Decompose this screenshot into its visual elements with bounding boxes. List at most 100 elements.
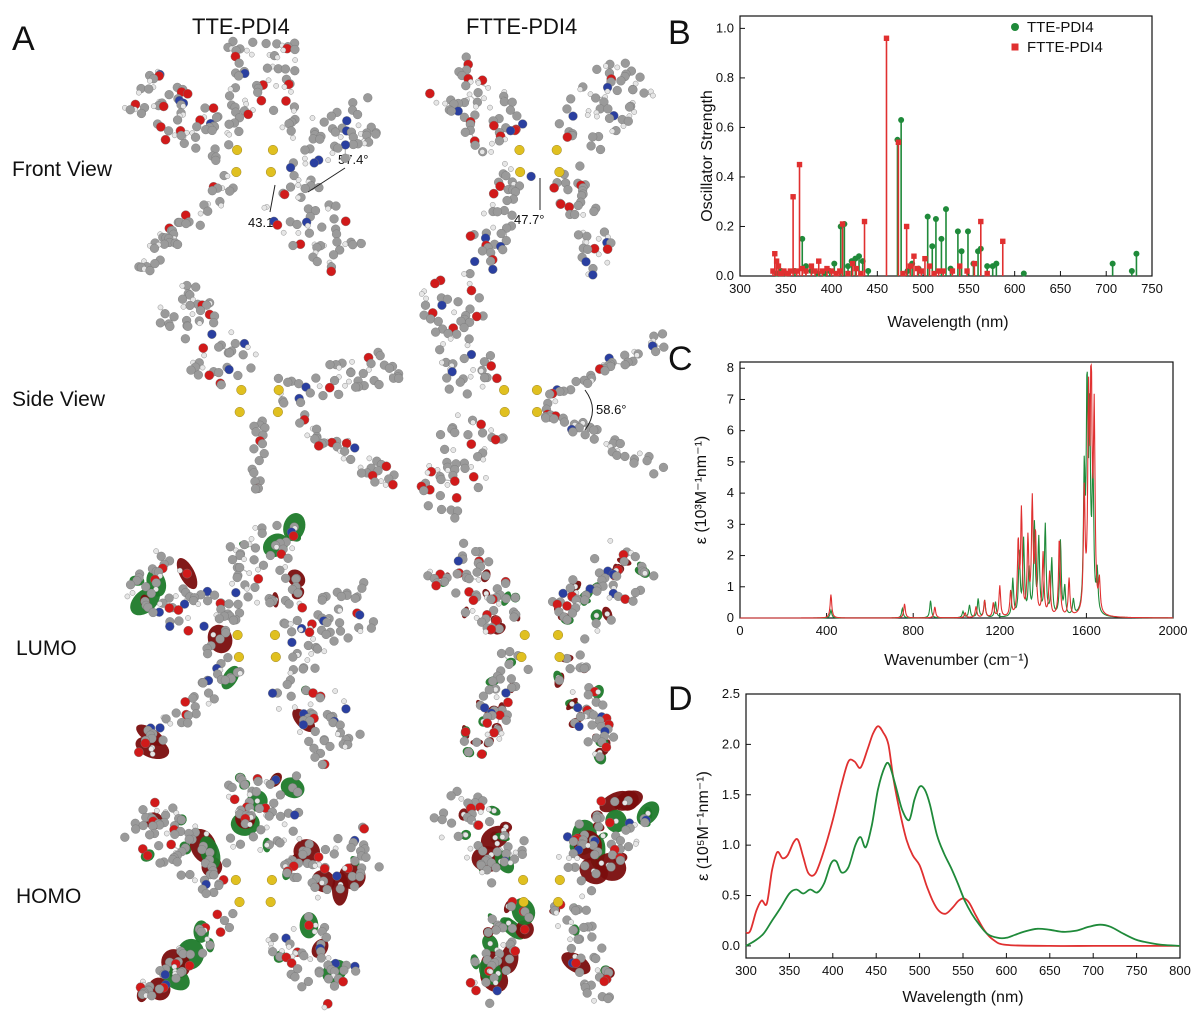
- chart-d-ytick-label: 2.5: [722, 686, 740, 701]
- chart-c-xtick-label: 2000: [1159, 623, 1188, 638]
- chart-b-point: [938, 236, 944, 242]
- chart-c-series-line: [740, 372, 1173, 618]
- chart-b-xtick-label: 750: [1141, 281, 1163, 296]
- chart-b-point: [978, 219, 983, 224]
- chart-b-point: [959, 248, 965, 254]
- chart-c-ytick-label: 7: [727, 391, 734, 406]
- chart-b-point: [790, 194, 795, 199]
- chart-c-ylabel: ε (10³M⁻¹nm⁻¹): [693, 436, 710, 544]
- chart-c-ytick-label: 5: [727, 454, 734, 469]
- chart-d-ytick-label: 0.0: [722, 938, 740, 953]
- chart-b-legend-marker: [1011, 23, 1019, 31]
- molecule-tte-lumo: [125, 510, 378, 769]
- chart-c-xtick-label: 1200: [985, 623, 1014, 638]
- chart-b-point: [898, 117, 904, 123]
- chart-d-xtick-label: 500: [909, 963, 931, 978]
- chart-b-xlabel: Wavelength (nm): [887, 314, 1008, 331]
- chart-b-point: [984, 263, 990, 269]
- chart-b-point: [794, 268, 799, 273]
- chart-d-xlabel: Wavelength (nm): [902, 989, 1023, 1006]
- panel-b-letter: B: [668, 14, 691, 53]
- chart-b-point: [812, 268, 817, 273]
- chart-c-xtick-label: 0: [736, 623, 743, 638]
- molecule-tte-side-view: [156, 281, 403, 493]
- chart-b-legend-label: TTE-PDI4: [1027, 19, 1094, 36]
- chart-b-point: [865, 268, 871, 274]
- chart-c-xtick-label: 1600: [1072, 623, 1101, 638]
- chart-b-ytick-label: 0.4: [716, 169, 734, 184]
- chart-b-ytick-label: 1.0: [716, 20, 734, 35]
- chart-c-ytick-label: 0: [727, 610, 734, 625]
- molecular-structures: [0, 0, 735, 1011]
- chart-b-point: [809, 263, 814, 268]
- chart-b-point: [1021, 271, 1027, 277]
- chart-b-point: [900, 271, 905, 276]
- chart-b-point: [831, 261, 837, 267]
- chart-b-point: [943, 206, 949, 212]
- chart-b-point: [965, 228, 971, 234]
- molecule-ftte-side-view: [417, 269, 668, 522]
- chart-b-point: [1110, 261, 1116, 267]
- molecule-ftte-lumo: [423, 538, 658, 766]
- chart-b-point: [919, 268, 924, 273]
- chart-c-series-line: [740, 365, 1173, 618]
- chart-b-ytick-label: 0.8: [716, 70, 734, 85]
- chart-d-ytick-label: 1.0: [722, 837, 740, 852]
- chart-b-point: [985, 271, 990, 276]
- chart-c-xtick-label: 400: [816, 623, 838, 638]
- molecule-ftte-front-view: [425, 53, 655, 280]
- chart-c-ytick-label: 2: [727, 548, 734, 563]
- chart-c-ytick-label: 4: [727, 485, 734, 500]
- chart-b-xtick-label: 450: [866, 281, 888, 296]
- chart-b-point: [896, 140, 901, 145]
- chart-d-series-line: [746, 726, 1180, 946]
- molecule-tte-homo: [120, 770, 383, 1010]
- chart-c-ytick-label: 3: [727, 516, 734, 531]
- chart-b-point: [850, 261, 855, 266]
- chart-d-xtick-label: 650: [1039, 963, 1061, 978]
- chart-b-point: [862, 219, 867, 224]
- chart-b-ytick-label: 0.0: [716, 268, 734, 283]
- chart-b-point: [845, 271, 850, 276]
- chart-b-point: [922, 256, 927, 261]
- chart-b-xtick-label: 550: [958, 281, 980, 296]
- chart-b-point: [797, 162, 802, 167]
- chart-b-point: [816, 258, 821, 263]
- chart-b-point: [803, 268, 808, 273]
- chart-b-point: [840, 221, 845, 226]
- chart-c-ytick-label: 6: [727, 423, 734, 438]
- chart-d-xtick-label: 750: [1126, 963, 1148, 978]
- molecule-tte-front-view: [122, 37, 380, 276]
- chart-b-xtick-label: 300: [729, 281, 751, 296]
- chart-d-xtick-label: 300: [735, 963, 757, 978]
- chart-b-point: [776, 263, 781, 268]
- chart-d-ytick-label: 0.5: [722, 888, 740, 903]
- chart-d-xtick-label: 800: [1169, 963, 1191, 978]
- chart-d-ylabel: ε (10⁵M⁻¹nm⁻¹): [695, 771, 712, 881]
- chart-b-point: [884, 36, 889, 41]
- chart-d-frame: [746, 694, 1180, 958]
- chart-c-ytick-label: 8: [727, 360, 734, 375]
- chart-c-xlabel: Wavenumber (cm⁻¹): [884, 652, 1029, 669]
- chart-c-ytick-label: 1: [727, 579, 734, 594]
- panel-c-letter: C: [668, 340, 693, 379]
- chart-b-point: [955, 228, 961, 234]
- chart-b-xtick-label: 700: [1095, 281, 1117, 296]
- chart-b-legend-marker: [1012, 44, 1019, 51]
- chart-b-point: [772, 251, 777, 256]
- chart-b-point: [1129, 268, 1135, 274]
- chart-b-ytick-label: 0.2: [716, 218, 734, 233]
- chart-b-xtick-label: 350: [775, 281, 797, 296]
- chart-b-point: [911, 253, 916, 258]
- chart-b-point: [854, 266, 859, 271]
- chart-c-frame: [740, 362, 1173, 618]
- chart-b-point: [925, 214, 931, 220]
- chart-d-ytick-label: 1.5: [722, 787, 740, 802]
- chart-d-xtick-label: 350: [779, 963, 801, 978]
- molecule-ftte-homo: [430, 786, 664, 1008]
- chart-b-point: [950, 268, 955, 273]
- chart-b-point: [774, 258, 779, 263]
- chart-b-xtick-label: 400: [821, 281, 843, 296]
